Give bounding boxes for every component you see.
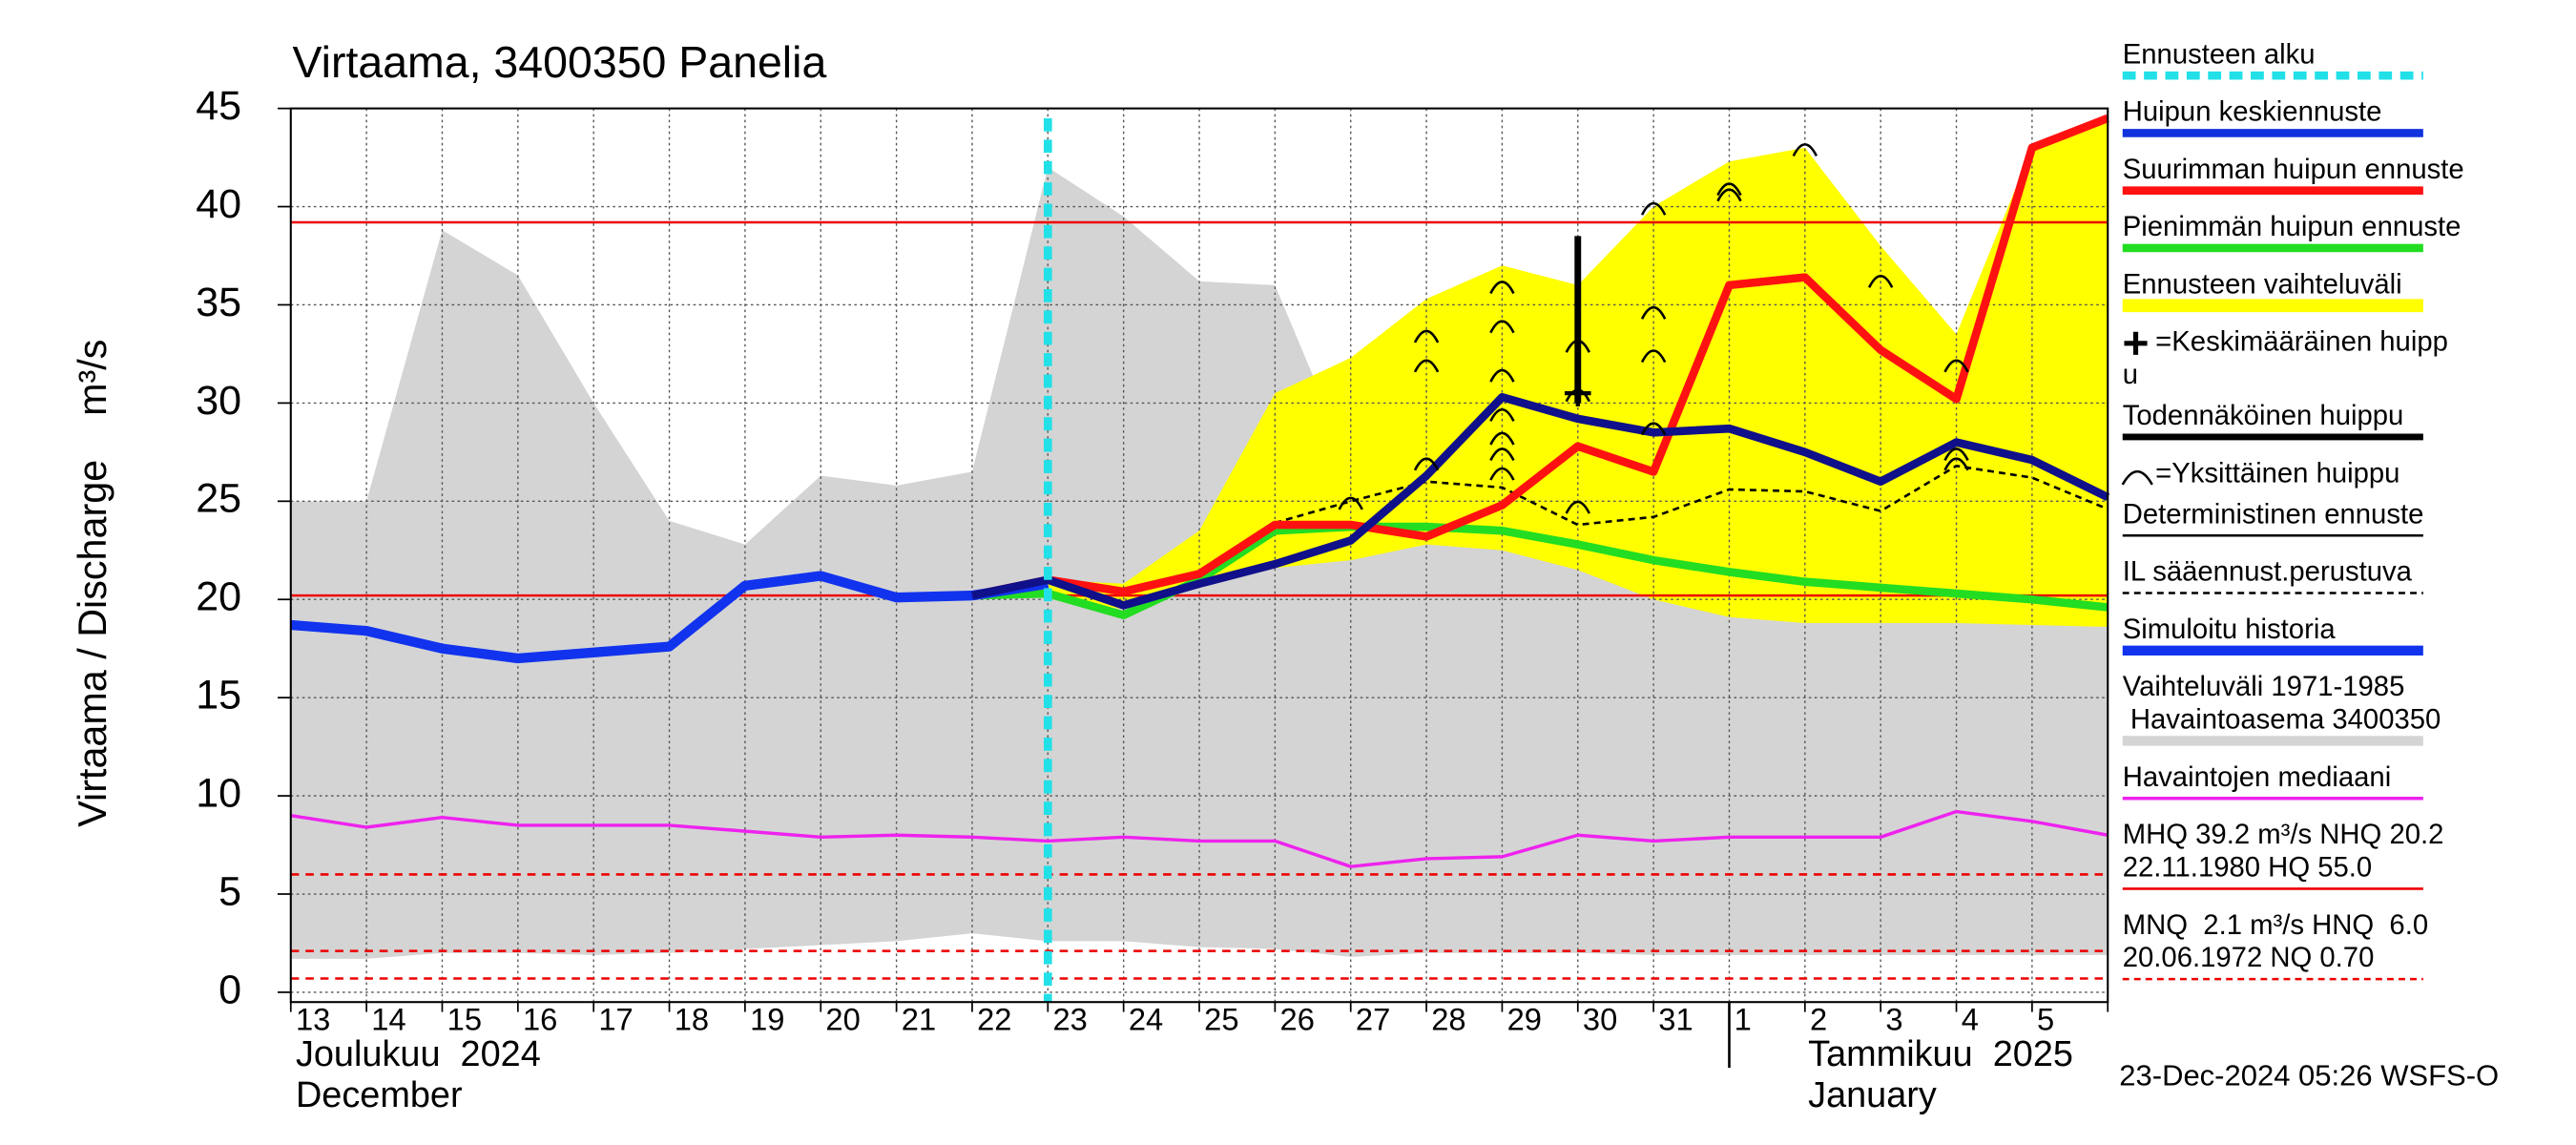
x-tick-label: 1 [1735, 1002, 1752, 1037]
peak-marker [1716, 182, 1742, 197]
legend-label: MNQ 2.1 m³/s HNQ 6.0 [2123, 910, 2428, 941]
series-line [290, 809, 2109, 868]
legend-label: =Yksittäinen huippu [2155, 458, 2399, 489]
x-tick-label: 16 [523, 1002, 557, 1037]
x-tick-label: 20 [825, 1002, 860, 1037]
x-tick-label: 14 [371, 1002, 405, 1037]
x-tick-label: 27 [1356, 1002, 1390, 1037]
y-tick-label: 25 [196, 476, 241, 522]
x-tick-label: 18 [675, 1002, 709, 1037]
x-tick-label: 13 [296, 1002, 330, 1037]
x-tick-label: 2 [1810, 1002, 1827, 1037]
legend-label: Ennusteen alku [2123, 39, 2316, 70]
peak-marker [1413, 329, 1440, 344]
legend-label: Vaihteluväli 1971-1985 [2123, 672, 2405, 702]
legend-label: u [2123, 360, 2138, 390]
legend-label: Havaintoasema 3400350 [2123, 705, 2441, 736]
x-tick-label: 28 [1431, 1002, 1465, 1037]
x-tick-label: 29 [1507, 1002, 1542, 1037]
series-line [971, 392, 2110, 610]
x-tick-label: 4 [1962, 1002, 1979, 1037]
legend-label: Todennäköinen huippu [2123, 401, 2404, 431]
peak-marker [1943, 448, 1969, 462]
legend-label: Deterministinen ennuste [2123, 499, 2424, 530]
x-tick-label: 25 [1204, 1002, 1238, 1037]
peak-marker [1489, 281, 1515, 295]
peak-marker [1943, 457, 1969, 471]
mean-peak [1565, 380, 1591, 406]
month-label: Tammikuu 2025 [1808, 1034, 2073, 1074]
footer: 23-Dec-2024 05:26 WSFS-O [2119, 1059, 2499, 1093]
peak-marker [1716, 188, 1742, 202]
x-tick-label: 23 [1052, 1002, 1087, 1037]
y-tick-label: 35 [196, 280, 241, 325]
x-tick-label: 26 [1280, 1002, 1315, 1037]
peak-marker [1489, 407, 1515, 422]
peak-marker [1489, 467, 1515, 481]
peak-marker [1413, 457, 1440, 471]
peak-marker [1489, 431, 1515, 446]
y-axis-label: Virtaama / Discharge m³/s [71, 340, 114, 827]
legend-label: MHQ 39.2 m³/s NHQ 20.2 [2123, 820, 2444, 850]
legend-label: Simuloitu historia [2123, 614, 2337, 645]
month-label: Joulukuu 2024 [296, 1034, 541, 1074]
series-line [971, 114, 2109, 600]
legend-label: Suurimman huipun ennuste [2123, 155, 2464, 185]
y-tick-label: 0 [218, 967, 241, 1012]
x-tick-label: 21 [902, 1002, 936, 1037]
x-tick-label: 3 [1885, 1002, 1902, 1037]
peak-marker [1489, 448, 1515, 462]
y-tick-label: 10 [196, 770, 241, 816]
peak-marker [1640, 349, 1667, 364]
legend-label: 20.06.1972 NQ 0.70 [2123, 943, 2375, 973]
peak-marker [1489, 368, 1515, 383]
plot-frame [289, 107, 2109, 1004]
chart-title: Virtaama, 3400350 Panelia [293, 37, 827, 87]
x-tick-label: 17 [598, 1002, 633, 1037]
x-tick-label: 30 [1583, 1002, 1617, 1037]
month-label: December [296, 1075, 463, 1115]
y-tick-label: 15 [196, 673, 241, 718]
legend-label: Ennusteen vaihteluväli [2123, 269, 2402, 300]
y-tick-label: 20 [196, 574, 241, 620]
legend-label: 22.11.1980 HQ 55.0 [2123, 852, 2372, 883]
series-line [290, 571, 1049, 664]
peak-marker [1640, 305, 1667, 320]
peak-marker [1338, 496, 1363, 510]
legend-label: IL sääennust.perustuva [2123, 557, 2413, 588]
x-tick-label: 22 [977, 1002, 1011, 1037]
peak-marker [1640, 422, 1667, 436]
y-tick-label: 5 [218, 868, 241, 914]
y-tick-label: 30 [196, 378, 241, 424]
y-tick-label: 45 [196, 83, 241, 129]
legend-label: Pienimmän huipun ennuste [2123, 212, 2462, 242]
peak-marker [1489, 320, 1515, 334]
x-tick-label: 5 [2037, 1002, 2054, 1037]
peak-marker [1792, 143, 1818, 156]
peak-marker [1413, 359, 1440, 373]
peak-marker [1943, 359, 1969, 373]
x-tick-label: 24 [1129, 1002, 1163, 1037]
legend-icon [2124, 331, 2148, 355]
peak-marker [1640, 201, 1667, 216]
legend-icon [2121, 469, 2153, 486]
peak-marker [1565, 500, 1590, 514]
legend-label: Havaintojen mediaani [2123, 762, 2391, 793]
x-tick-label: 19 [750, 1002, 784, 1037]
month-label: January [1808, 1075, 1937, 1115]
y-tick-label: 40 [196, 181, 241, 227]
peak-marker [1867, 275, 1894, 288]
legend-label: Huipun keskiennuste [2123, 97, 2382, 128]
x-tick-label: 15 [447, 1002, 482, 1037]
x-tick-label: 31 [1658, 1002, 1693, 1037]
legend-label: =Keskimääräinen huipp [2155, 327, 2448, 358]
